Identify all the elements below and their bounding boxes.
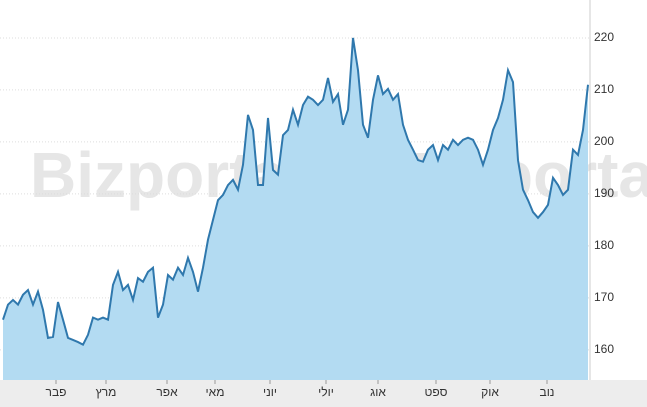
x-tick-label: נוב xyxy=(540,385,555,399)
x-tick-label: פבר xyxy=(46,385,67,399)
y-tick-label: 220 xyxy=(594,30,614,44)
price-line xyxy=(2,37,589,347)
x-tick-label: אוג xyxy=(370,385,386,399)
y-tick-label: 180 xyxy=(594,238,614,252)
y-tick-label: 160 xyxy=(594,342,614,356)
x-tick-label: ספט xyxy=(425,385,448,399)
area-fill xyxy=(3,37,588,380)
x-tick-label: יוני xyxy=(263,385,277,399)
x-tick-label: מרץ xyxy=(96,385,117,399)
x-axis-band xyxy=(0,380,647,407)
x-tick-label: מאי xyxy=(206,385,225,399)
y-tick-label: 210 xyxy=(594,82,614,96)
y-tick-label: 200 xyxy=(594,134,614,148)
x-tick-label: אוק xyxy=(481,385,499,399)
x-tick-label: יולי xyxy=(318,385,334,399)
y-tick-label: 170 xyxy=(594,290,614,304)
y-tick-label: 190 xyxy=(594,186,614,200)
x-tick-label: אפר xyxy=(156,385,178,399)
